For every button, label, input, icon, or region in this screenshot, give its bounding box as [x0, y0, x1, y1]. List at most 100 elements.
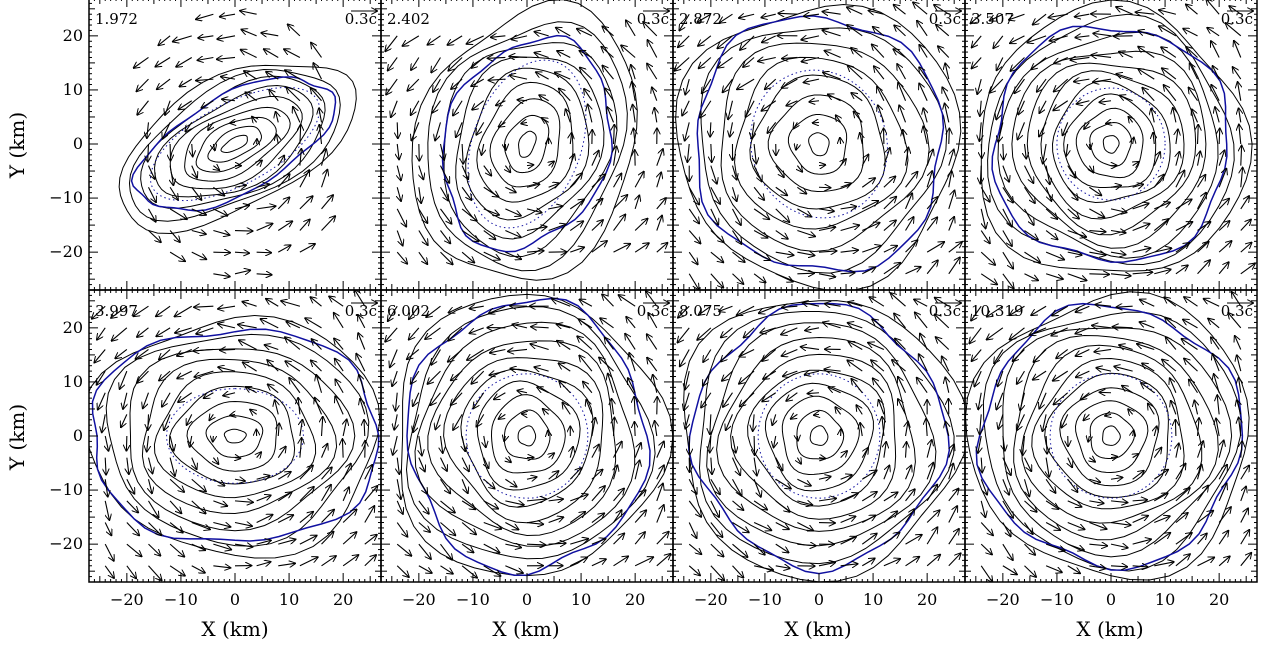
velocity-arrow [797, 208, 811, 217]
density-contour [476, 380, 581, 491]
velocity-arrow [869, 11, 885, 15]
velocity-arrow [1106, 122, 1111, 123]
velocity-arrow [948, 150, 954, 166]
velocity-arrow [505, 251, 521, 259]
velocity-arrow [687, 143, 689, 162]
velocity-arrow [737, 78, 755, 89]
velocity-arrow [1122, 386, 1133, 394]
density-contour [1031, 357, 1185, 510]
velocity-arrow [1030, 327, 1047, 335]
velocity-arrow [1132, 184, 1143, 187]
velocity-arrow [782, 78, 798, 88]
velocity-arrow [762, 100, 777, 111]
velocity-arrow [685, 370, 689, 389]
velocity-arrow [634, 443, 641, 458]
velocity-arrow [440, 500, 454, 513]
velocity-arrow [972, 349, 982, 361]
velocity-arrow [710, 273, 723, 288]
velocity-arrow [906, 422, 908, 437]
velocity-arrow [467, 35, 484, 44]
velocity-arrow [397, 457, 399, 474]
velocity-arrow [223, 393, 236, 396]
velocity-arrow [1206, 0, 1220, 15]
density-contour [1059, 387, 1160, 487]
velocity-arrow [293, 107, 301, 123]
velocity-arrow [1024, 251, 1040, 262]
velocity-arrow [1075, 327, 1090, 334]
velocity-arrow [688, 500, 701, 517]
velocity-arrow [472, 100, 485, 110]
velocity-arrow [448, 349, 463, 361]
velocity-arrow [1096, 368, 1112, 371]
velocity-arrow [1140, 322, 1155, 329]
velocity-arrow [321, 485, 331, 502]
velocity-arrow [732, 187, 736, 201]
velocity-arrow [1063, 122, 1069, 135]
velocity-arrow [1198, 151, 1201, 166]
velocity-arrow [510, 75, 528, 79]
velocity-arrow [980, 230, 990, 244]
velocity-arrow [626, 317, 636, 329]
velocity-arrow [775, 252, 794, 255]
velocity-arrow [419, 435, 422, 455]
velocity-arrow [320, 149, 327, 166]
velocity-arrow [213, 144, 214, 150]
velocity-arrow [570, 539, 588, 545]
velocity-arrow [775, 208, 789, 222]
velocity-arrow [1239, 125, 1241, 145]
velocity-arrow [656, 554, 671, 567]
velocity-arrow [840, 273, 855, 274]
panel-5: 3.997 0.3c −20 −10 0 10 20 −20 −10 0 10 20 [49, 289, 382, 609]
velocity-arrow [923, 127, 927, 145]
velocity-arrow [711, 143, 712, 162]
velocity-arrow [913, 2, 928, 15]
velocity-arrow [1151, 109, 1154, 123]
velocity-arrow [655, 421, 657, 437]
velocity-arrow [1067, 273, 1087, 281]
velocity-arrow [169, 208, 187, 219]
velocity-arrow [321, 216, 336, 231]
velocity-arrow [1091, 55, 1112, 57]
velocity-arrow [298, 398, 300, 415]
velocity-arrow [1024, 208, 1033, 225]
velocity-arrow [710, 522, 723, 538]
velocity-arrow [688, 186, 699, 204]
velocity-arrow [97, 370, 106, 385]
velocity-arrow [1111, 457, 1117, 458]
velocity-arrow [218, 324, 236, 328]
velocity-arrow [235, 458, 240, 459]
velocity-arrow [483, 186, 499, 196]
velocity-arrow [1228, 313, 1242, 329]
velocity-arrow [1089, 501, 1103, 503]
velocity-arrow [1009, 13, 1025, 20]
velocity-arrow [243, 362, 257, 372]
velocity-arrow [647, 64, 658, 80]
velocity-arrow [1023, 479, 1029, 496]
velocity-arrow [678, 327, 690, 343]
velocity-arrow [840, 564, 858, 566]
velocity-arrow [936, 25, 950, 37]
velocity-arrow [256, 562, 271, 566]
density-contour [205, 415, 264, 458]
velocity-arrow [136, 349, 149, 358]
velocity-arrow [147, 187, 155, 202]
density-contour [153, 371, 317, 499]
velocity-arrow [505, 501, 523, 505]
density-contour [987, 13, 1235, 266]
velocity-arrow [315, 398, 323, 415]
velocity-arrow [451, 78, 463, 89]
velocity-arrow [688, 230, 700, 244]
velocity-arrow [974, 370, 982, 386]
velocity-arrow [679, 13, 690, 30]
velocity-arrow [1089, 566, 1105, 569]
density-contour [128, 69, 341, 222]
velocity-arrow [281, 301, 301, 307]
velocity-arrow [286, 322, 301, 329]
velocity-arrow [121, 414, 128, 427]
velocity-arrow [778, 13, 798, 14]
velocity-arrow [521, 122, 527, 123]
panel-8: 10.319 0.3c −20 −10 0 10 20 [964, 289, 1258, 609]
velocity-arrow [505, 208, 520, 216]
velocity-arrow [634, 422, 635, 437]
velocity-arrow [462, 143, 463, 164]
